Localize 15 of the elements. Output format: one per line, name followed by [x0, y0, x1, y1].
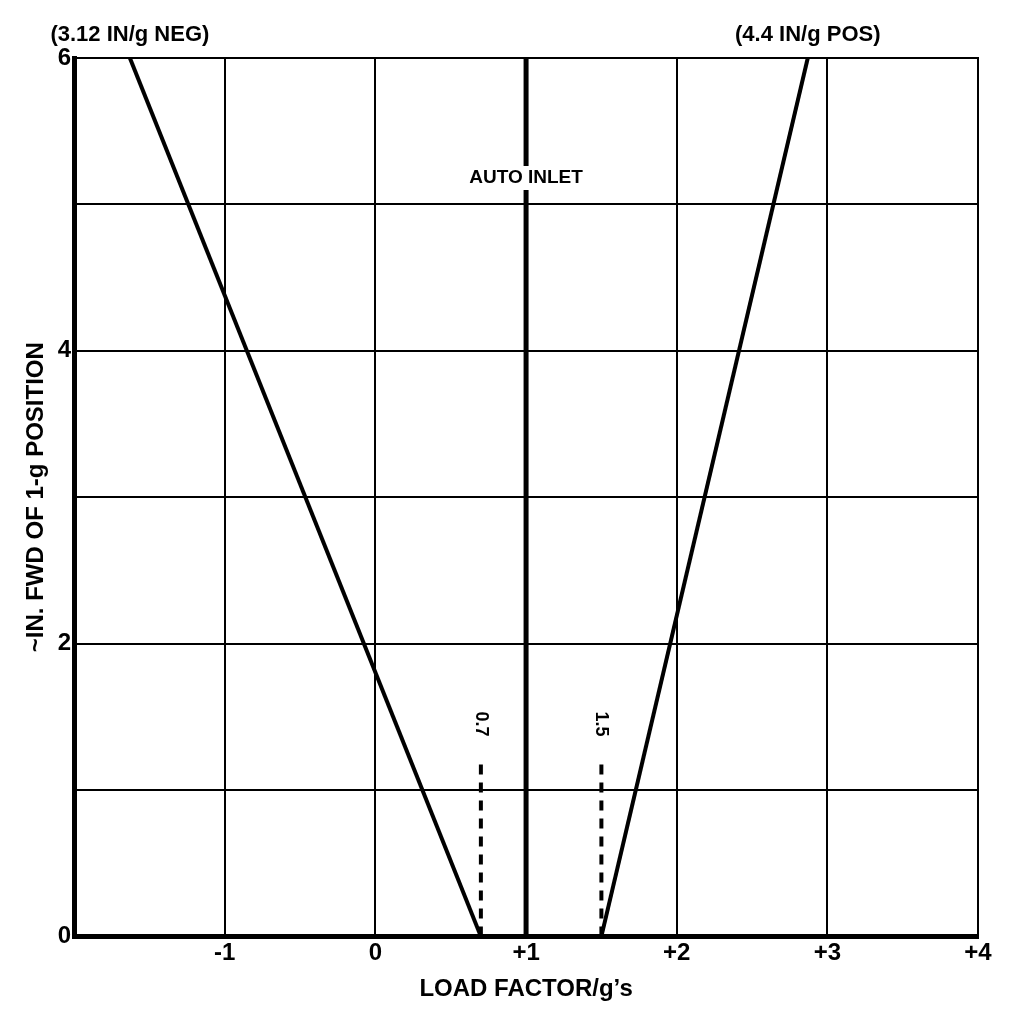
- y-tick-label: 0: [57, 921, 72, 949]
- x-tick-label: +4: [964, 938, 993, 966]
- y-tick-label: 4: [57, 335, 72, 363]
- y-axis-title: ~IN. FWD OF 1-g POSITION: [21, 342, 49, 653]
- x-tick-label: 0: [368, 938, 383, 966]
- x-tick-label: -1: [214, 938, 236, 966]
- x-tick-label: +2: [663, 938, 691, 966]
- annotation: 1.5: [592, 711, 613, 737]
- series-label: (4.4 IN/g POS): [735, 21, 881, 47]
- y-tick-label: 2: [57, 628, 72, 656]
- x-axis-title: LOAD FACTOR/g’s: [419, 974, 633, 1002]
- x-tick-label: +1: [512, 938, 540, 966]
- x-tick-label: +3: [813, 938, 842, 966]
- ref-line-label: AUTO INLET: [469, 166, 584, 188]
- annotation: 0.7: [471, 711, 492, 737]
